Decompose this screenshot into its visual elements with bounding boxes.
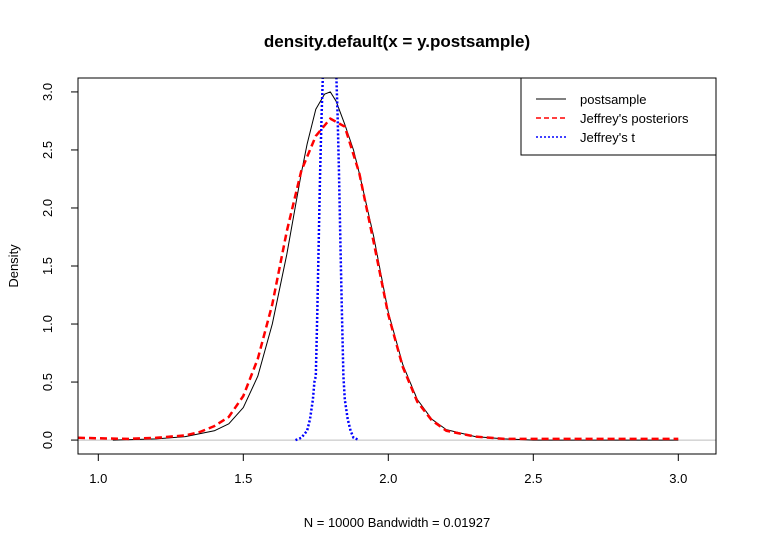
x-axis-label: N = 10000 Bandwidth = 0.01927	[304, 515, 490, 530]
series-line-2	[78, 117, 679, 441]
y-tick-label: 1.0	[40, 315, 55, 333]
y-tick-label: 3.0	[40, 83, 55, 101]
legend-label-1: postsample	[580, 92, 646, 107]
x-tick-label: 1.0	[89, 471, 107, 486]
y-tick-label: 1.5	[40, 257, 55, 275]
legend-label-3: Jeffrey's t	[580, 130, 635, 145]
x-axis: 1.0 1.5 2.0 2.5 3.0	[89, 453, 687, 486]
y-tick-label: 2.5	[40, 141, 55, 159]
x-tick-label: 1.5	[234, 471, 252, 486]
y-tick-label: 2.0	[40, 199, 55, 217]
legend-box	[520, 77, 717, 156]
x-tick-label: 3.0	[669, 471, 687, 486]
x-tick-label: 2.0	[379, 471, 397, 486]
y-tick-label: 0.0	[40, 431, 55, 449]
chart-title: density.default(x = y.postsample)	[264, 32, 530, 51]
y-axis-label: Density	[6, 244, 21, 288]
legend-label-2: Jeffrey's posteriors	[580, 111, 689, 126]
legend: postsample Jeffrey's posteriors Jeffrey's …	[520, 77, 717, 156]
y-tick-label: 0.5	[40, 373, 55, 391]
series-layer	[78, 78, 716, 442]
y-axis: 0.0 0.5 1.0 1.5 2.0 2.5 3.0	[40, 83, 79, 449]
x-tick-label: 2.5	[524, 471, 542, 486]
series-line-3	[295, 78, 360, 442]
